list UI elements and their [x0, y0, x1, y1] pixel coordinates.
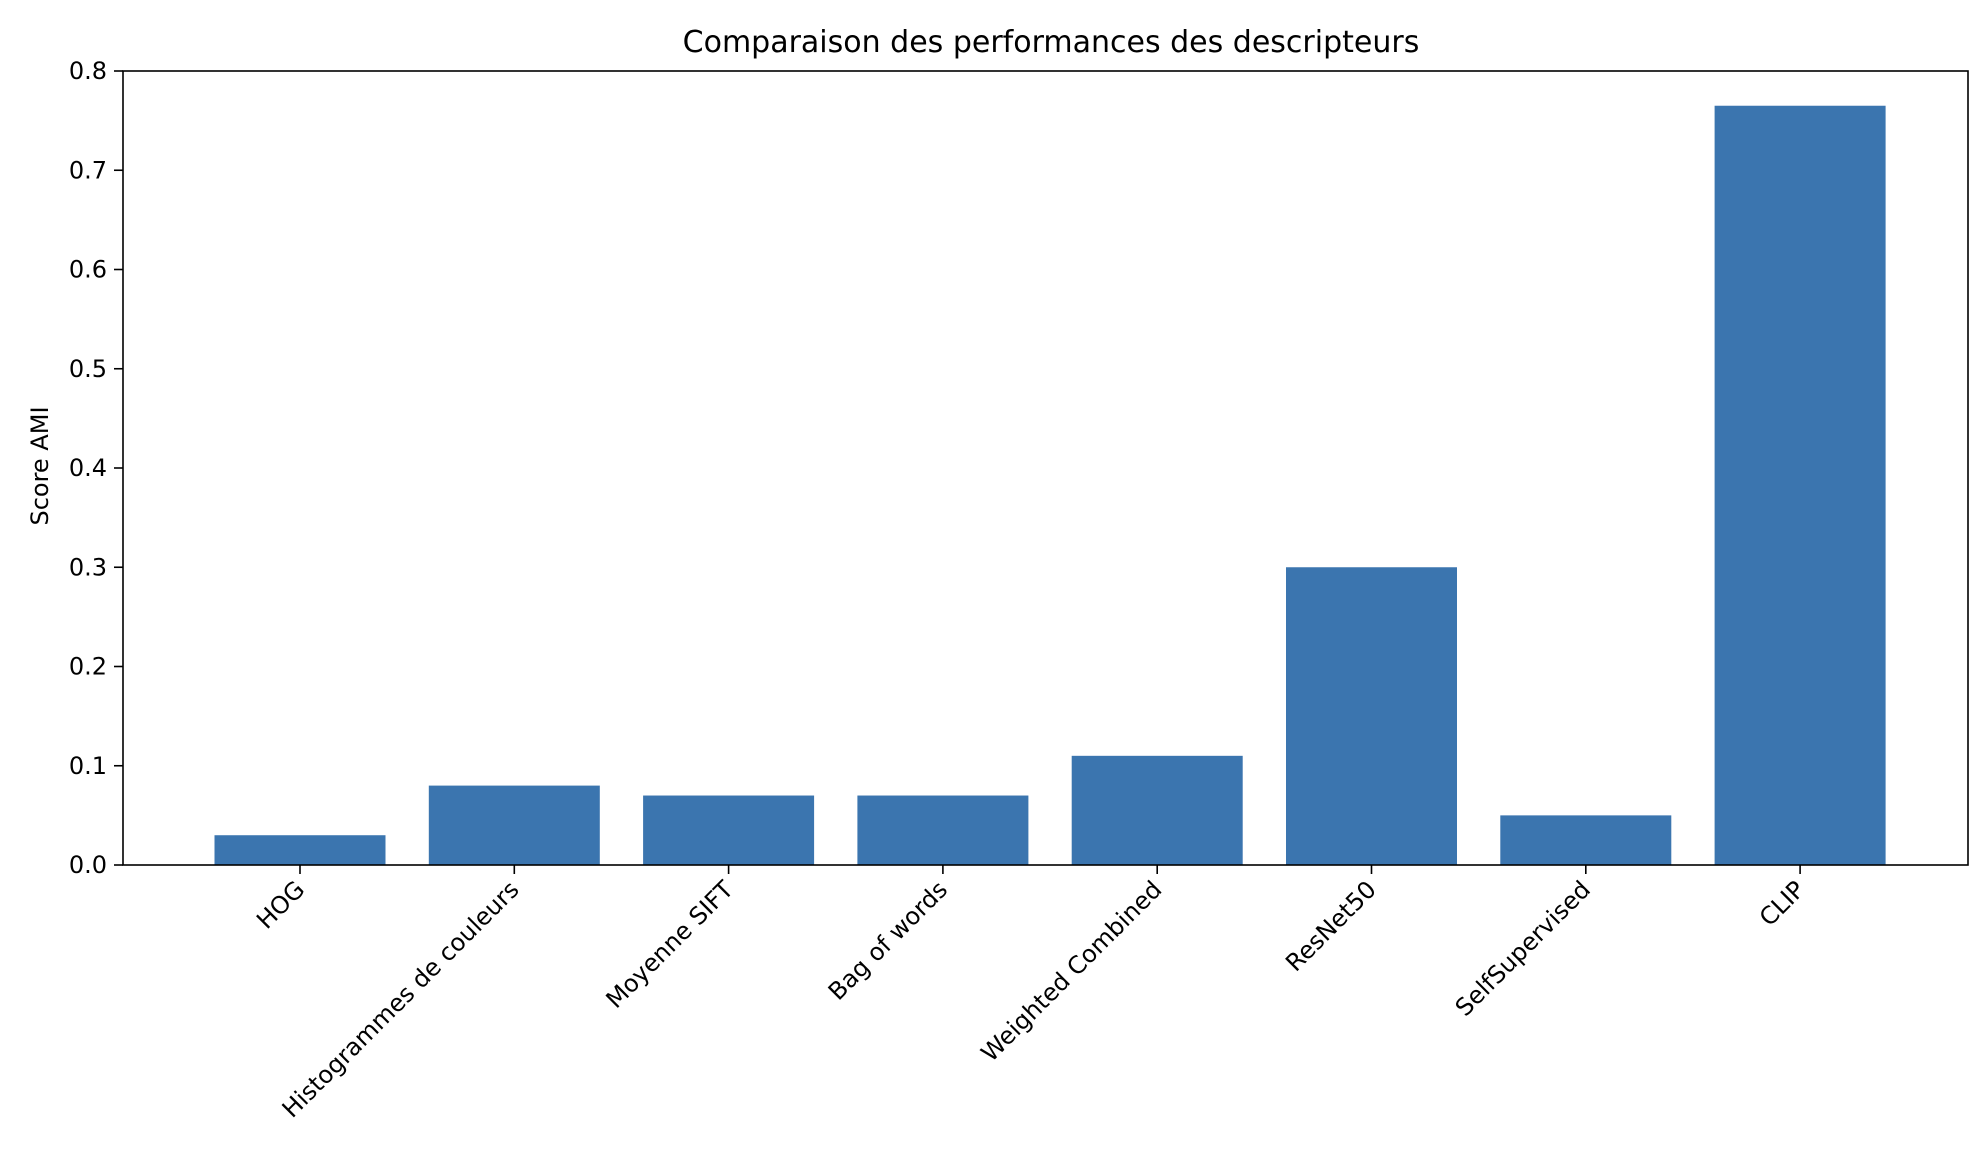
bar-bag-of-words [857, 795, 1029, 865]
y-tick-label: 0.0 [69, 851, 107, 879]
y-tick-label: 0.7 [69, 156, 107, 184]
y-tick-label: 0.6 [69, 256, 107, 284]
bar-clip [1714, 105, 1886, 866]
y-axis: 0.0 0.1 0.2 0.3 0.4 0.5 0.6 0.7 0.8 [69, 57, 123, 879]
y-tick-label: 0.2 [69, 653, 107, 681]
x-tick-label: CLIP [1754, 875, 1810, 931]
y-tick-label: 0.8 [69, 57, 107, 85]
y-axis-label: Score AMI [26, 406, 54, 525]
x-tick-label: Moyenne SIFT [601, 875, 740, 1014]
x-tick-label: SelfSupervised [1450, 875, 1596, 1021]
bar-hog [214, 835, 386, 865]
y-tick-label: 0.5 [69, 355, 107, 383]
x-tick-label: ResNet50 [1280, 875, 1382, 977]
bar-selfsupervised [1500, 815, 1672, 865]
x-tick-label: Weighted Combined [976, 875, 1168, 1067]
x-tick-label: HOG [251, 875, 310, 934]
x-tick-label: Histogrammes de couleurs [277, 875, 525, 1123]
bar-moyenne-sift [643, 795, 815, 865]
y-tick-label: 0.4 [69, 454, 107, 482]
plot-frame [122, 70, 1969, 866]
bars-group [214, 105, 1886, 866]
bar-resnet50 [1286, 567, 1457, 865]
bar-weighted-combined [1071, 755, 1243, 865]
x-tick-label: Bag of words [823, 875, 953, 1005]
chart-title: Comparaison des performances des descrip… [683, 25, 1420, 60]
y-tick-label: 0.1 [69, 752, 107, 780]
y-tick-label: 0.3 [69, 553, 107, 581]
bar-histogrammes-de-couleurs [428, 785, 600, 865]
